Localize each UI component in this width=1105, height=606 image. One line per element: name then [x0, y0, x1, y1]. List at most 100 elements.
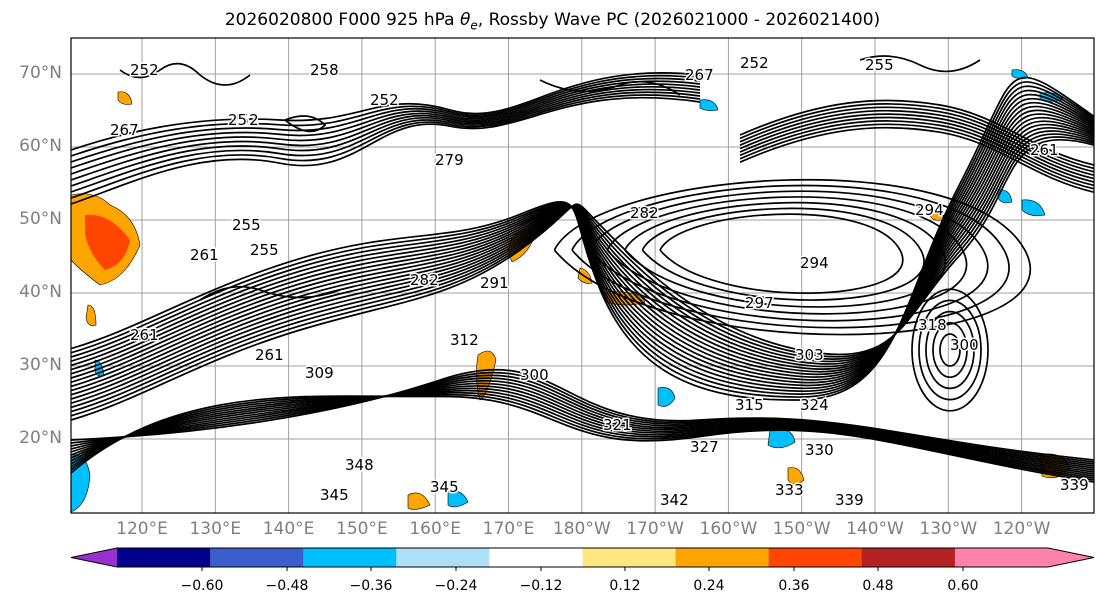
- contour-label: 330: [805, 441, 834, 459]
- contour-line: [739, 106, 1094, 173]
- contour-label: 279: [435, 151, 464, 169]
- colorbar-extend-low: [71, 548, 117, 567]
- contour-line: [624, 201, 946, 308]
- contour-label: 282: [630, 204, 659, 222]
- colorbar-box: [954, 548, 1049, 567]
- contour-line: [71, 387, 1094, 475]
- contour-label: 333: [775, 481, 804, 499]
- contour-line: [918, 299, 982, 401]
- contour-line: [71, 385, 1094, 473]
- contour-line: [71, 93, 1094, 390]
- contour-line: [925, 310, 975, 390]
- contour-label: 345: [430, 478, 459, 496]
- contour-label: 303: [795, 346, 824, 364]
- contour-label: 345: [320, 486, 349, 504]
- contour-label: 261: [1030, 141, 1059, 159]
- colorbar-tick-label: 0.48: [862, 578, 894, 594]
- contour-line: [71, 83, 701, 175]
- contour-label: 261: [130, 326, 159, 344]
- contour-line: [739, 109, 1094, 177]
- colorbar-tick-label: −0.12: [519, 578, 563, 594]
- contour-line: [859, 55, 981, 73]
- contour-line: [71, 109, 1094, 384]
- contour-line: [641, 207, 925, 301]
- contour-label: 315: [735, 396, 764, 414]
- contour-label: 258: [310, 61, 339, 79]
- contour-line: [739, 123, 1094, 190]
- contour-label: 291: [480, 274, 509, 292]
- contour-line: [911, 288, 989, 412]
- contour-label: 252: [740, 54, 769, 72]
- contour-label: 261: [255, 346, 284, 364]
- colorbar-tick-label: 0.24: [693, 578, 725, 594]
- colorbar-extend-high: [1048, 548, 1094, 567]
- contour-line: [71, 77, 701, 163]
- contour-label: 255: [250, 241, 279, 259]
- contour-label: 312: [450, 331, 479, 349]
- contour-line: [71, 91, 701, 193]
- contour-line: [71, 81, 1094, 398]
- contour-line: [71, 120, 1094, 396]
- contour-label: 300: [950, 336, 979, 354]
- contour-line: [71, 382, 1094, 471]
- latitude-label: 70°N: [19, 63, 62, 83]
- contour-line: [939, 333, 961, 367]
- contour-line: [71, 369, 1094, 461]
- contour-line: [71, 393, 1094, 481]
- contour-label: 309: [305, 364, 334, 382]
- contour-label: 282: [410, 271, 439, 289]
- colorbar-box: [303, 548, 397, 567]
- contour-line: [71, 94, 701, 199]
- colorbar-tick-label: 0.36: [778, 578, 810, 594]
- contour-label: 267: [110, 121, 139, 139]
- contour-line: [199, 285, 341, 301]
- contour-line: [71, 377, 1094, 467]
- contour-line: [71, 379, 1094, 469]
- contour-line: [659, 213, 904, 294]
- contour-line: [71, 97, 1094, 387]
- longitude-label: 160°W: [699, 519, 758, 539]
- colorbar-box: [396, 548, 490, 567]
- contour-line: [71, 88, 701, 187]
- contour-line: [571, 184, 1010, 329]
- contour-line: [739, 103, 1094, 170]
- contour-label: 348: [345, 456, 374, 474]
- contour-label: 255: [232, 216, 261, 234]
- contour-line: [739, 120, 1094, 187]
- colorbar-box: [675, 548, 770, 567]
- contour-line: [71, 123, 1094, 400]
- contour-label: 267: [685, 66, 714, 84]
- contour-line: [71, 391, 1094, 479]
- contour-line: [739, 113, 1094, 180]
- contour-line: [606, 196, 968, 315]
- latitude-label: 30°N: [19, 355, 62, 375]
- colorbar-outline: [70, 547, 1095, 568]
- contour-label: 324: [800, 396, 829, 414]
- contour-label: 252: [130, 61, 159, 79]
- contour-line: [71, 96, 701, 205]
- longitude-label: 130°E: [189, 519, 242, 539]
- contour-label: 342: [660, 491, 689, 509]
- longitude-label: 120°W: [992, 519, 1051, 539]
- latitude-label: 20°N: [19, 428, 62, 448]
- map-title: 2026020800 F000 925 hPa θe, Rossby Wave …: [224, 10, 881, 33]
- colorbar-tick-label: −0.24: [434, 578, 478, 594]
- contour-line: [71, 389, 1094, 477]
- longitude-label: 120°E: [116, 519, 168, 539]
- colorbar-tick-label: −0.36: [349, 578, 393, 594]
- contour-label: 252: [230, 111, 259, 129]
- contour-line: [119, 62, 251, 86]
- longitude-label: 130°W: [919, 519, 978, 539]
- contour-label: 294: [915, 201, 944, 219]
- colorbar-box: [489, 548, 583, 567]
- colorbar-tick-label: 0.60: [947, 578, 979, 594]
- colorbar-box: [582, 548, 677, 567]
- latitude-label: 60°N: [19, 136, 62, 156]
- contour-line: [71, 80, 701, 169]
- contour-label: 294: [800, 254, 829, 272]
- contour-line: [71, 371, 1094, 463]
- longitude-label: 150°W: [772, 519, 831, 539]
- contour-label: 255: [865, 56, 894, 74]
- longitude-label: 140°W: [846, 519, 904, 539]
